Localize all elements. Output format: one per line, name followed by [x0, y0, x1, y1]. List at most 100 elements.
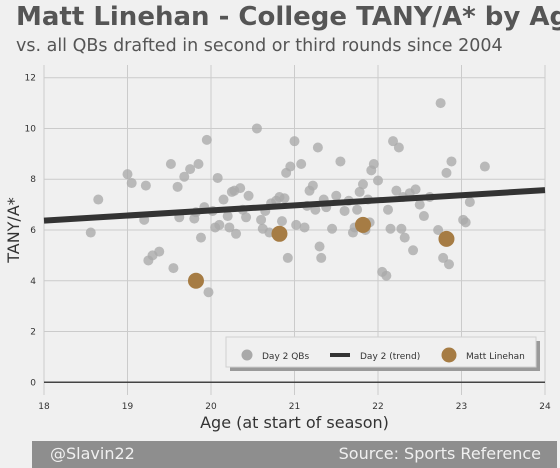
- day2-point: [410, 184, 421, 195]
- chart-title: Matt Linehan - College TANY/A* by Age: [16, 2, 560, 32]
- day2-point: [327, 223, 338, 234]
- day2-points: [85, 98, 490, 298]
- day2-point: [391, 185, 402, 196]
- linehan-point: [271, 225, 288, 242]
- legend-marker-linehan: [441, 347, 457, 363]
- y-tick-label: 0: [30, 378, 36, 388]
- day2-point: [435, 98, 446, 109]
- y-tick-label: 12: [25, 74, 36, 84]
- day2-point: [276, 216, 287, 227]
- y-tick-label: 2: [30, 328, 36, 338]
- day2-point: [224, 222, 235, 233]
- day2-point: [201, 134, 212, 145]
- day2-point: [212, 172, 223, 183]
- footer-source: Source: Sports Reference: [338, 444, 541, 463]
- day2-point: [231, 228, 242, 239]
- day2-point: [312, 142, 323, 153]
- trend-line: [43, 187, 546, 224]
- day2-point: [331, 190, 342, 201]
- legend-label-linehan: Matt Linehan: [466, 352, 525, 362]
- day2-point: [354, 186, 365, 197]
- chart-subtitle: vs. all QBs drafted in second or third r…: [16, 36, 503, 56]
- day2-point: [408, 245, 419, 256]
- day2-point: [335, 156, 346, 167]
- legend-label-trend: Day 2 (trend): [360, 352, 420, 362]
- day2-point: [314, 241, 325, 252]
- day2-point: [195, 232, 206, 243]
- y-tick-label: 10: [25, 124, 37, 134]
- linehan-points: [187, 216, 455, 289]
- day2-point: [203, 287, 214, 298]
- day2-point: [352, 204, 363, 215]
- day2-point: [418, 211, 429, 222]
- day2-point: [179, 171, 190, 182]
- day2-point: [368, 159, 379, 169]
- day2-point: [383, 204, 394, 215]
- day2-point: [460, 217, 471, 228]
- day2-point: [464, 197, 475, 208]
- day2-point: [93, 194, 104, 205]
- day2-point: [243, 190, 254, 201]
- y-tick-label: 8: [30, 175, 36, 185]
- day2-point: [165, 159, 176, 169]
- day2-point: [140, 180, 151, 191]
- day2-point: [433, 225, 444, 235]
- x-tick-label: 21: [289, 402, 300, 412]
- legend-label-day2: Day 2 QBs: [262, 352, 309, 362]
- day2-point: [154, 246, 165, 257]
- day2-point: [214, 219, 225, 230]
- day2-point: [289, 136, 300, 147]
- day2-point: [291, 219, 302, 230]
- x-tick-label: 24: [539, 402, 551, 412]
- footer-handle: @Slavin22: [50, 444, 135, 463]
- day2-point: [299, 222, 310, 233]
- day2-point: [85, 227, 96, 238]
- legend: Day 2 QBs Day 2 (trend) Matt Linehan: [225, 336, 540, 371]
- day2-point: [381, 270, 392, 281]
- day2-point: [172, 181, 183, 192]
- day2-point: [373, 175, 383, 186]
- footer-bar: @Slavin22 Source: Sports Reference: [32, 441, 557, 468]
- day2-point: [218, 194, 229, 205]
- y-tick-label: 6: [30, 226, 36, 236]
- linehan-point: [187, 272, 204, 289]
- day2-point: [256, 214, 267, 225]
- day2-point: [251, 123, 262, 134]
- day2-point: [193, 159, 204, 169]
- day2-point: [285, 161, 296, 172]
- day2-point: [446, 156, 457, 167]
- day2-point: [393, 142, 404, 153]
- day2-point: [388, 136, 399, 147]
- day2-point: [122, 169, 133, 180]
- legend-marker-day2: [241, 349, 253, 361]
- day2-point: [441, 167, 452, 178]
- x-tick-label: 18: [38, 402, 50, 412]
- day2-point: [168, 263, 179, 274]
- day2-point: [396, 223, 407, 234]
- day2-point: [339, 205, 350, 216]
- y-tick-label: 4: [30, 277, 36, 287]
- day2-point: [443, 259, 454, 270]
- x-tick-label: 20: [205, 402, 217, 412]
- day2-point: [235, 183, 246, 194]
- day2-point: [241, 212, 252, 223]
- day2-point: [399, 232, 410, 243]
- day2-point: [357, 179, 368, 190]
- day2-point: [282, 252, 293, 263]
- day2-point: [307, 180, 318, 191]
- linehan-point: [438, 230, 455, 247]
- x-axis-label: Age (at start of season): [200, 413, 389, 432]
- day2-point: [414, 199, 425, 210]
- day2-point: [479, 161, 490, 172]
- day2-point: [185, 164, 196, 175]
- day2-point: [438, 252, 449, 263]
- x-tick-label: 19: [122, 402, 134, 412]
- x-tick-label: 22: [372, 402, 383, 412]
- legend-box: [225, 336, 537, 368]
- day2-point: [126, 178, 137, 189]
- y-axis-label: TANY/A*: [4, 197, 23, 264]
- day2-point: [222, 211, 233, 222]
- day2-point: [279, 193, 290, 204]
